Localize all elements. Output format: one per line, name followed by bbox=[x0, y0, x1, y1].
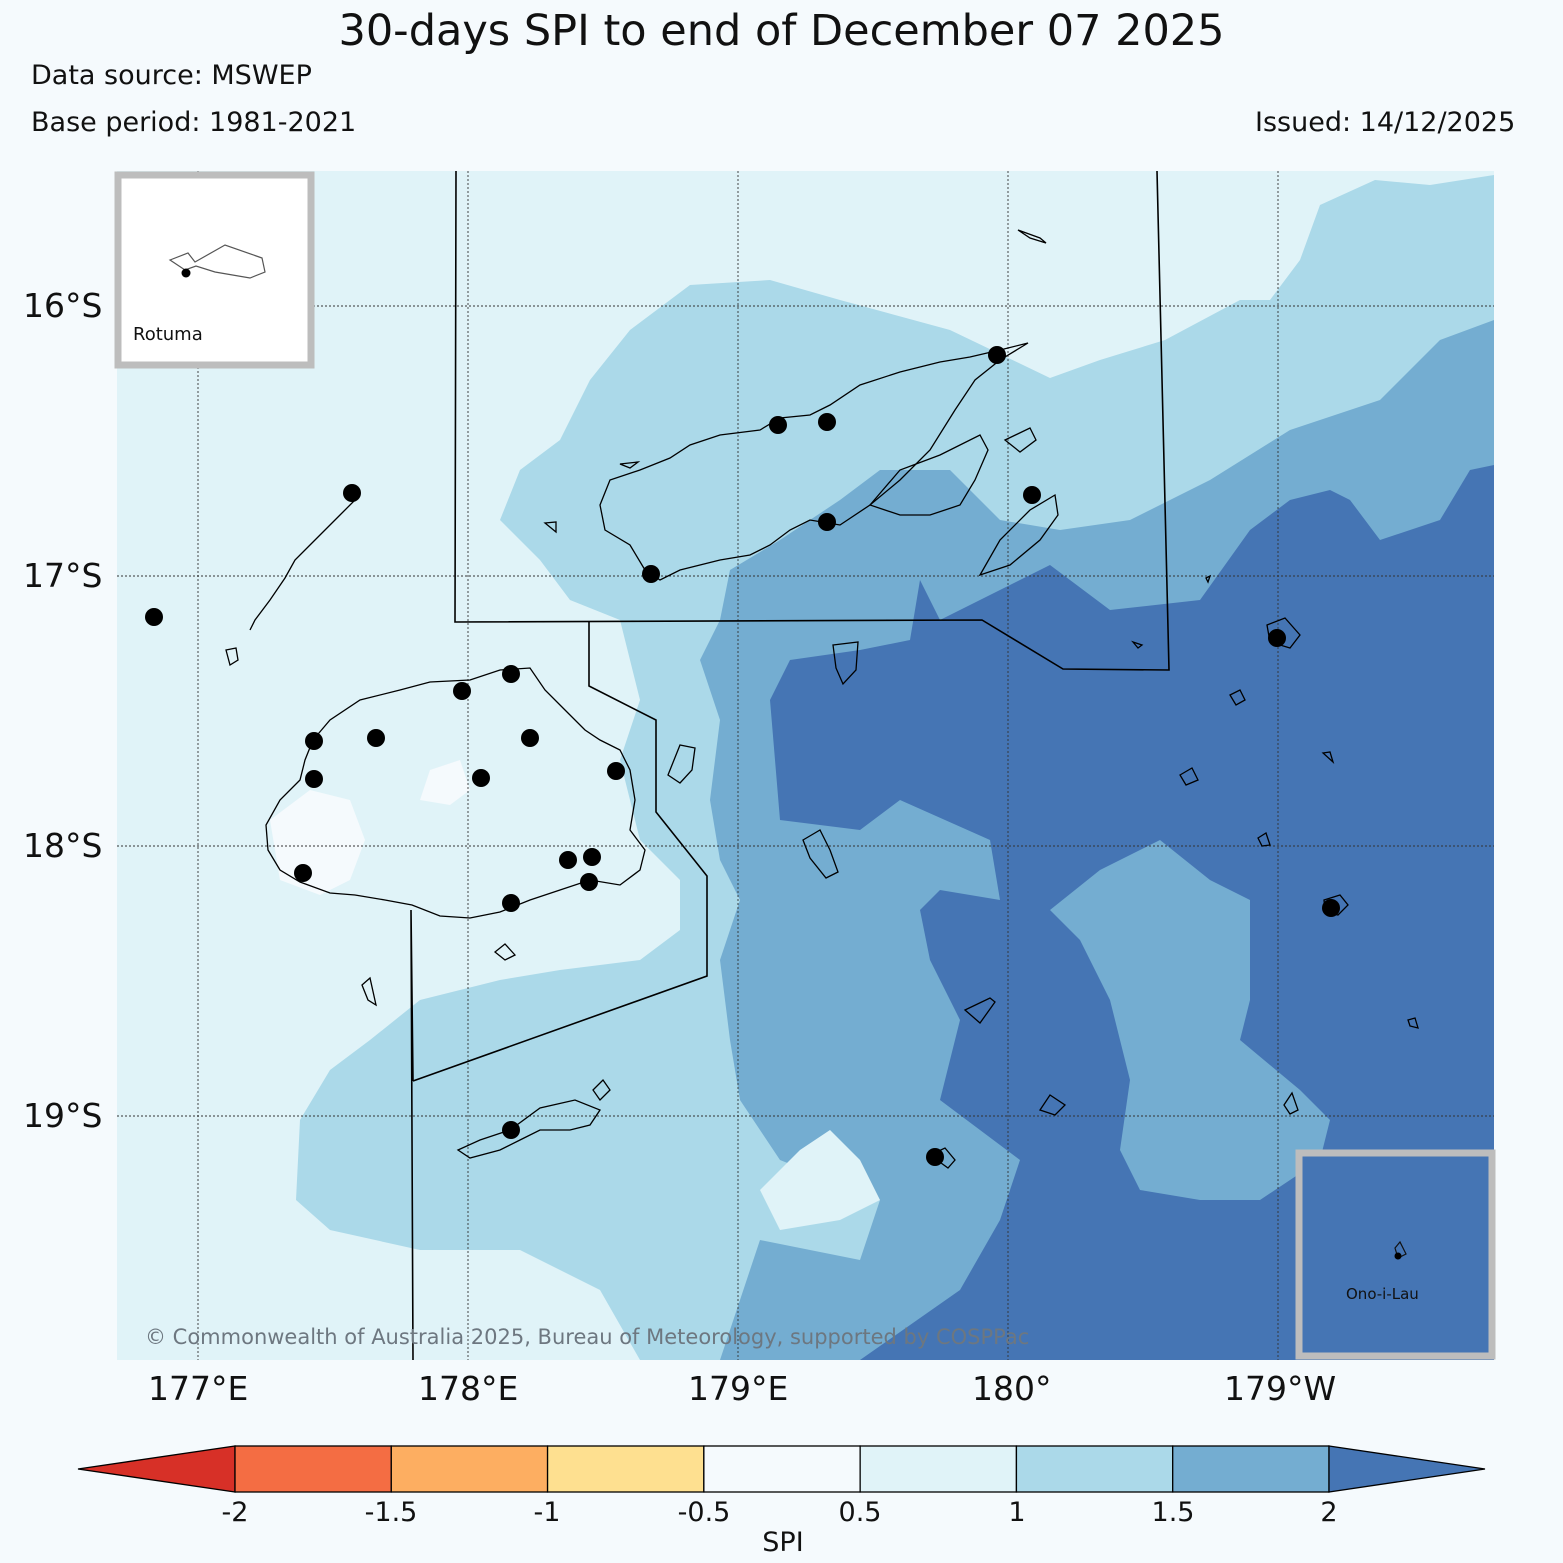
lat-label-16s: 16°S bbox=[23, 286, 103, 325]
spi-contours bbox=[117, 171, 1494, 1360]
colorbar-tick: -1.5 bbox=[364, 1497, 418, 1528]
colorbar bbox=[77, 1445, 1486, 1493]
ono-i-lau-label: Ono-i-Lau bbox=[1346, 1285, 1419, 1303]
copyright-notice: © Commonwealth of Australia 2025, Bureau… bbox=[145, 1325, 1030, 1349]
colorbar-extend-high bbox=[1328, 1445, 1486, 1493]
rotuma-inset bbox=[114, 171, 315, 369]
colorbar-tick: 2 bbox=[1320, 1497, 1338, 1528]
lon-label-177e: 177°E bbox=[148, 1369, 249, 1408]
boundary-line-icon bbox=[410, 170, 1170, 1361]
colorbar-segment bbox=[234, 1445, 392, 1493]
rotuma-label: Rotuma bbox=[133, 324, 203, 345]
lat-label-17s: 17°S bbox=[23, 556, 103, 595]
colorbar-segment bbox=[1172, 1445, 1330, 1493]
spi-zone-0.5-1-patch bbox=[760, 1130, 880, 1230]
colorbar-tick: -0.5 bbox=[677, 1497, 731, 1528]
map-title: 30-days SPI to end of December 07 2025 bbox=[338, 6, 1225, 56]
data-source-label: Data source: MSWEP bbox=[31, 60, 312, 91]
lon-label-178e: 178°E bbox=[418, 1369, 519, 1408]
base-period-label: Base period: 1981-2021 bbox=[31, 107, 357, 138]
colorbar-segment bbox=[859, 1445, 1018, 1493]
colorbar-tick: 1 bbox=[1008, 1497, 1026, 1528]
spi-zone-0-0.5-b bbox=[420, 760, 470, 805]
station-marker-icon bbox=[181, 268, 191, 278]
lon-label-179e: 179°E bbox=[688, 1369, 789, 1408]
colorbar-extend-low bbox=[77, 1445, 236, 1493]
colorbar-tick: 0.5 bbox=[838, 1497, 882, 1528]
colorbar-title: SPI bbox=[762, 1527, 804, 1558]
colorbar-segment bbox=[703, 1445, 861, 1493]
spi-zone-0.5-1 bbox=[117, 171, 1494, 1360]
lon-label-179w: 179°W bbox=[1224, 1369, 1337, 1408]
lon-label-180: 180° bbox=[972, 1369, 1052, 1408]
spi-zone-1.5-2-patch bbox=[1050, 840, 1330, 1200]
colorbar-segment bbox=[1015, 1445, 1174, 1493]
lat-label-19s: 19°S bbox=[23, 1096, 103, 1135]
colorbar-segment bbox=[546, 1445, 705, 1493]
lat-label-18s: 18°S bbox=[23, 826, 103, 865]
colorbar-tick: 1.5 bbox=[1151, 1497, 1195, 1528]
colorbar-segment bbox=[390, 1445, 549, 1493]
ono-i-lau-inset bbox=[1295, 1149, 1496, 1360]
colorbar-tick: -1 bbox=[533, 1497, 561, 1528]
issued-label: Issued: 14/12/2025 bbox=[1255, 107, 1516, 138]
station-marker-icon bbox=[145, 346, 1340, 1166]
spi-zone-0-0.5 bbox=[270, 790, 365, 895]
station-marker-icon bbox=[1394, 1252, 1402, 1260]
colorbar-tick: -2 bbox=[221, 1497, 249, 1528]
